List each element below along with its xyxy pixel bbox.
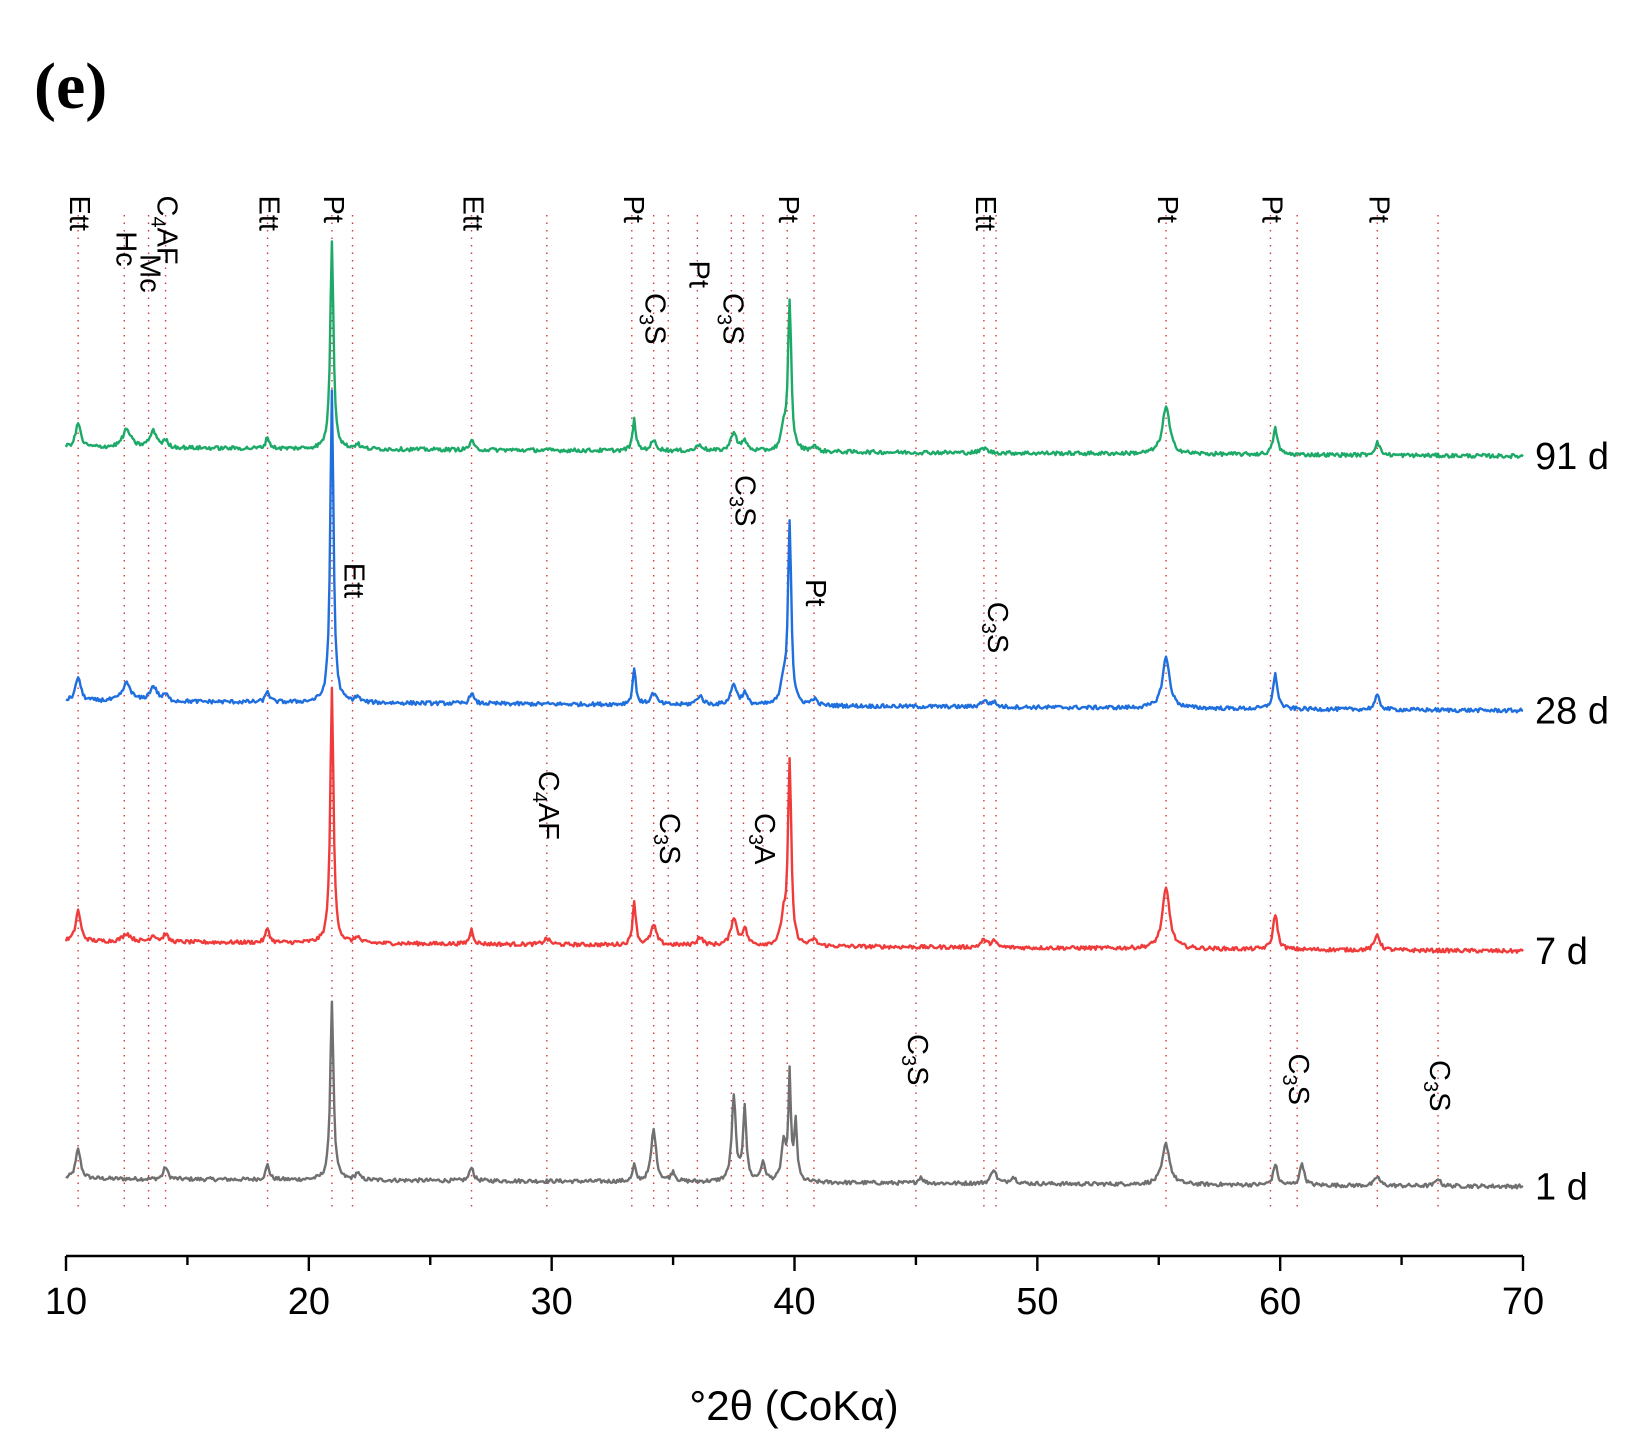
- peak-label: C3S: [634, 293, 671, 344]
- x-axis: 10 20 30 40 50 60 70: [45, 1254, 1544, 1323]
- x-axis-title: °2θ (CoKα): [689, 1382, 898, 1429]
- xrd-traces: [64, 240, 1524, 1190]
- x-tick-label: 50: [1016, 1281, 1058, 1323]
- peak-label-main: Pt: [773, 196, 805, 223]
- peak-label-main: Pt: [617, 196, 649, 223]
- peak-label-rest: S: [654, 845, 686, 864]
- peak-label-main: Ett: [457, 196, 489, 231]
- x-tick-label: 30: [531, 1281, 573, 1323]
- peak-label: Ett: [63, 196, 95, 231]
- peak-label: Ett: [338, 563, 370, 598]
- series-labels: 1 d 7 d 28 d 91 d: [1535, 436, 1609, 1208]
- peak-label-subscript: 3: [712, 314, 734, 325]
- peak-label: Pt: [1363, 196, 1395, 223]
- peak-label-main: C: [748, 813, 780, 834]
- peak-label-main: C: [1423, 1060, 1455, 1081]
- peak-label: C3S: [897, 1034, 934, 1085]
- peak-label-subscript: 3: [977, 623, 999, 634]
- peak-label-main: C: [717, 293, 749, 314]
- peak-label: C3S: [649, 813, 686, 864]
- peak-label: Mc: [134, 254, 166, 293]
- peak-label-rest: A: [748, 845, 780, 865]
- peak-label: C3S: [1419, 1060, 1456, 1111]
- peak-label-main: Hc: [110, 231, 142, 266]
- peak-label-main: Pt: [317, 196, 349, 223]
- peak-label-main: Ett: [63, 196, 95, 231]
- peak-label: Ett: [969, 196, 1001, 231]
- peak-label: C4AF: [146, 196, 183, 265]
- peak-label-main: Pt: [1151, 196, 1183, 223]
- peak-label: C3S: [712, 293, 749, 344]
- trace-1d: [65, 1000, 1524, 1190]
- x-tick-label: 70: [1502, 1281, 1544, 1323]
- series-label: 7 d: [1535, 931, 1588, 973]
- peak-label: C3A: [744, 813, 781, 865]
- peak-label: Pt: [1256, 196, 1288, 223]
- peak-label-rest: AF: [532, 803, 564, 840]
- peak-label: C3S: [724, 475, 761, 526]
- peak-label-main: Ett: [253, 196, 285, 231]
- peak-label: Pt: [683, 261, 715, 288]
- x-tick-label: 60: [1259, 1281, 1301, 1323]
- peak-label: Pt: [317, 196, 349, 223]
- peak-label-rest: S: [717, 325, 749, 344]
- peak-label-main: C: [1283, 1054, 1315, 1075]
- peak-label: Pt: [617, 196, 649, 223]
- trace-91d: [64, 240, 1524, 460]
- peak-label-main: C: [639, 293, 671, 314]
- series-label: 1 d: [1535, 1166, 1588, 1208]
- peak-label-subscript: 4: [146, 216, 168, 227]
- peak-label-rest: S: [901, 1066, 933, 1085]
- peak-label: Ett: [253, 196, 285, 231]
- peak-label-subscript: 3: [634, 314, 656, 325]
- peak-label: Pt: [1151, 196, 1183, 223]
- peak-label-rest: S: [729, 507, 761, 526]
- x-tick-label: 20: [288, 1281, 330, 1323]
- peak-label-main: C: [654, 813, 686, 834]
- peak-label-main: Mc: [134, 254, 166, 293]
- peak-label-main: Pt: [1256, 196, 1288, 223]
- peak-label-main: Ett: [969, 196, 1001, 231]
- peak-label: Pt: [799, 579, 831, 606]
- peak-label-rest: AF: [151, 228, 183, 265]
- peak-label-subscript: 3: [897, 1055, 919, 1066]
- x-tick-label: 10: [45, 1281, 87, 1323]
- peak-label-subscript: 4: [528, 792, 550, 803]
- peak-label-subscript: 3: [649, 834, 671, 845]
- peak-label-main: Pt: [683, 261, 715, 288]
- peak-label-main: C: [981, 602, 1013, 623]
- peak-label-rest: S: [1423, 1092, 1455, 1111]
- x-axis-ticks: 10 20 30 40 50 60 70: [45, 1256, 1544, 1323]
- peak-label: Hc: [110, 231, 142, 266]
- peak-label: Ett: [457, 196, 489, 231]
- peak-label-subscript: 3: [724, 496, 746, 507]
- peak-label-subscript: 3: [744, 834, 766, 845]
- peak-label-main: C: [151, 196, 183, 217]
- peak-label-main: C: [532, 771, 564, 792]
- peak-label-rest: S: [639, 325, 671, 344]
- peak-label-main: C: [729, 475, 761, 496]
- x-tick-label: 40: [773, 1281, 815, 1323]
- peak-label: C3S: [977, 602, 1014, 653]
- peak-label-main: Ett: [338, 563, 370, 598]
- trace-7d: [64, 686, 1524, 954]
- panel-label: (e): [34, 50, 107, 123]
- peak-label-main: Pt: [1363, 196, 1395, 223]
- peak-label-subscript: 3: [1419, 1081, 1441, 1092]
- reference-lines: [77, 215, 1439, 1210]
- series-label: 91 d: [1535, 436, 1609, 478]
- peak-label-rest: S: [1283, 1086, 1315, 1105]
- peak-label-main: C: [901, 1034, 933, 1055]
- peak-label: C3S: [1278, 1054, 1315, 1105]
- peak-label-main: Pt: [799, 579, 831, 606]
- peak-label: Pt: [773, 196, 805, 223]
- series-label: 28 d: [1535, 691, 1609, 733]
- trace-28d: [65, 389, 1524, 714]
- peak-label-rest: S: [981, 634, 1013, 653]
- peak-label: C4AF: [528, 771, 565, 840]
- peak-label-subscript: 3: [1278, 1074, 1300, 1085]
